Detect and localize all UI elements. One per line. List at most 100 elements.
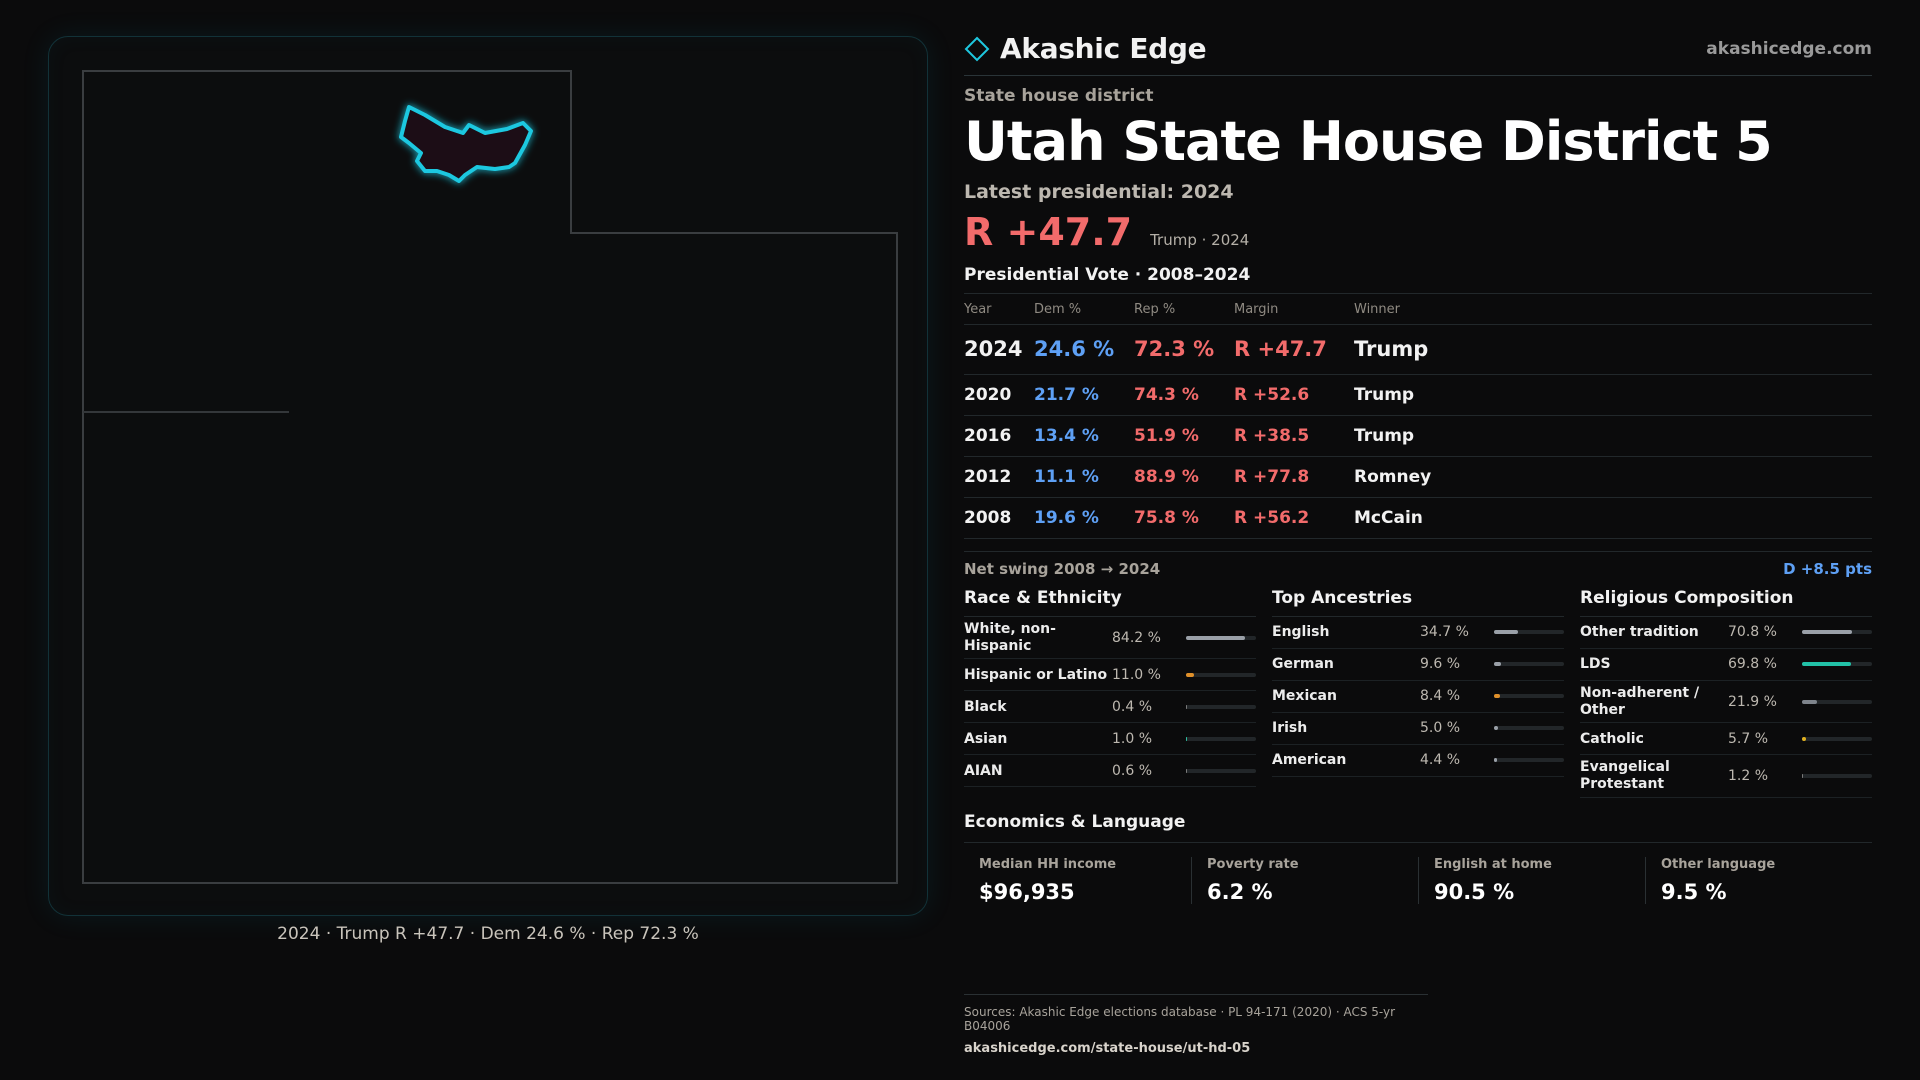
item-label: Hispanic or Latino <box>964 666 1108 683</box>
list-item: Catholic 5.7 % <box>1580 723 1872 756</box>
stat-value: 9.5 % <box>1660 880 1727 905</box>
winner-cell: Trump <box>1354 374 1872 416</box>
item-percent: 9.6 % <box>1420 656 1461 673</box>
percent-bar-fill <box>1494 694 1500 699</box>
percent-bar <box>1802 774 1872 779</box>
percent-bar-fill <box>1494 758 1498 763</box>
list-item: White, non-Hispanic 84.2 % <box>964 617 1256 660</box>
col-margin: Margin <box>1234 294 1354 325</box>
dem-cell: 21.7 % <box>1034 374 1134 416</box>
brand-name: Akashic Edge <box>1000 32 1207 65</box>
list-item: Black 0.4 % <box>964 691 1256 724</box>
col-winner: Winner <box>1354 294 1872 325</box>
swing-label: Net swing 2008 → 2024 <box>964 559 1161 578</box>
item-percent: 8.4 % <box>1420 688 1461 705</box>
presidential-vote-title: Presidential Vote · 2008–2024 <box>964 265 1872 295</box>
percent-bar-fill <box>1186 672 1194 677</box>
percent-bar-fill <box>1186 635 1245 640</box>
section-title: Race & Ethnicity <box>964 588 1256 617</box>
swing-value: D +8.5 pts <box>1783 559 1872 578</box>
item-percent: 69.8 % <box>1728 656 1777 673</box>
percent-bar <box>1494 694 1564 699</box>
item-percent: 0.6 % <box>1112 762 1153 779</box>
item-label: White, non-Hispanic <box>964 620 1056 654</box>
item-percent: 84.2 % <box>1112 629 1161 646</box>
winner-cell: Trump <box>1354 324 1872 375</box>
item-percent: 5.7 % <box>1728 730 1769 747</box>
stat-label: English at home <box>1433 857 1552 873</box>
stat-label: Other language <box>1660 857 1776 873</box>
table-row: 2008 19.6 % 75.8 % R +56.2 McCain <box>964 497 1872 539</box>
percent-bar-fill <box>1802 736 1806 741</box>
margin-winner-year: Trump · 2024 <box>1150 231 1250 250</box>
percent-bar-fill <box>1186 768 1187 773</box>
item-label: Catholic <box>1580 730 1644 747</box>
page-title: Utah State House District 5 <box>964 110 1773 173</box>
percent-bar <box>1802 662 1872 667</box>
demographics: Race & Ethnicity White, non-Hispanic 84.2… <box>964 588 1872 799</box>
item-label: Evangelical Protestant <box>1580 759 1670 793</box>
item-percent: 0.4 % <box>1112 698 1153 715</box>
item-percent: 11.0 % <box>1112 666 1161 683</box>
percent-bar <box>1802 736 1872 741</box>
item-label: Asian <box>964 730 1008 747</box>
col-dem: Dem % <box>1034 294 1134 325</box>
item-percent: 21.9 % <box>1728 693 1777 710</box>
margin-cell: R +56.2 <box>1234 497 1354 539</box>
winner-cell: Romney <box>1354 456 1872 498</box>
item-label: Irish <box>1272 719 1308 736</box>
stat-label: Median HH income <box>979 857 1117 873</box>
presidential-vote-table: Year Dem % Rep % Margin Winner 2024 24.6… <box>964 294 1872 539</box>
item-label: English <box>1272 623 1330 640</box>
list-item: LDS 69.8 % <box>1580 649 1872 681</box>
dem-cell: 19.6 % <box>1034 497 1134 539</box>
percent-bar <box>1494 726 1564 731</box>
diamond-logo-icon <box>964 36 990 61</box>
stat-poverty-rate: Poverty rate 6.2 % <box>1190 857 1418 905</box>
list-item: Hispanic or Latino 11.0 % <box>964 659 1256 692</box>
map-caption: 2024 · Trump R +47.7 · Dem 24.6 % · Rep … <box>277 924 699 944</box>
district-type: State house district <box>964 86 1154 106</box>
percent-bar-fill <box>1186 704 1187 709</box>
year-cell: 2012 <box>964 456 1034 498</box>
percent-bar <box>1186 672 1256 677</box>
ancestry-list: English 34.7 % German 9.6 % Mexican 8.4 % Iris… <box>1272 617 1564 777</box>
brand[interactable]: Akashic Edge <box>964 32 1207 65</box>
item-percent: 4.4 % <box>1420 752 1461 769</box>
stat-median-income: Median HH income $96,935 <box>964 857 1191 904</box>
sources-text: Sources: Akashic Edge elections database… <box>964 1005 1396 1033</box>
percent-bar <box>1186 704 1256 709</box>
margin-cell: R +38.5 <box>1234 415 1354 457</box>
list-item: American 4.4 % <box>1272 745 1564 777</box>
list-item: Non-adherent / Other 21.9 % <box>1580 681 1872 724</box>
footer-url-link[interactable]: akashicedge.com/state-house/ut-hd-05 <box>964 1041 1251 1056</box>
district-map-panel[interactable] <box>48 36 928 916</box>
item-label: Mexican <box>1272 687 1337 704</box>
district-shape[interactable] <box>399 105 533 183</box>
footer: Sources: Akashic Edge elections database… <box>964 994 1428 1056</box>
religion-section: Religious Composition Other tradition 70.… <box>1580 588 1872 799</box>
winner-cell: McCain <box>1354 497 1872 539</box>
margin-cell: R +52.6 <box>1234 374 1354 416</box>
item-label: Black <box>964 698 1007 715</box>
year-cell: 2008 <box>964 497 1034 539</box>
winner-cell: Trump <box>1354 415 1872 457</box>
col-rep: Rep % <box>1134 294 1234 325</box>
year-cell: 2020 <box>964 374 1034 416</box>
site-url[interactable]: akashicedge.com <box>1706 38 1872 59</box>
list-item: Asian 1.0 % <box>964 723 1256 756</box>
percent-bar <box>1802 699 1872 704</box>
rep-cell: 74.3 % <box>1134 374 1234 416</box>
list-item: German 9.6 % <box>1272 649 1564 681</box>
percent-bar <box>1802 630 1872 635</box>
item-percent: 5.0 % <box>1420 720 1461 737</box>
item-label: LDS <box>1580 655 1611 672</box>
list-item: Irish 5.0 % <box>1272 713 1564 745</box>
section-title: Religious Composition <box>1580 588 1872 617</box>
table-row: 2020 21.7 % 74.3 % R +52.6 Trump <box>964 374 1872 416</box>
rep-cell: 88.9 % <box>1134 456 1234 498</box>
item-percent: 1.0 % <box>1112 730 1153 747</box>
item-percent: 1.2 % <box>1728 768 1769 785</box>
dem-cell: 13.4 % <box>1034 415 1134 457</box>
percent-bar <box>1494 662 1564 667</box>
